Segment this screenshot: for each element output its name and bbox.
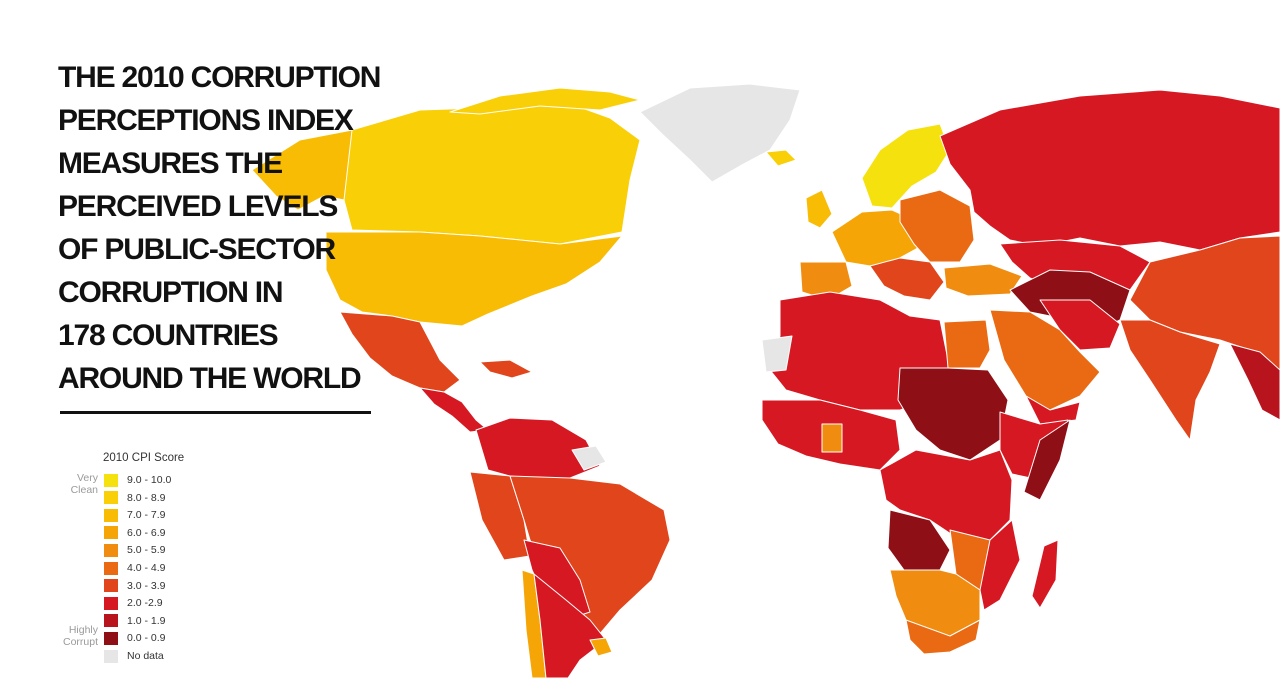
legend-row: 9.0 - 10.0	[104, 473, 171, 487]
legend-swatch	[104, 543, 118, 557]
legend-swatch	[104, 473, 118, 487]
legend-row: 3.0 - 3.9	[104, 579, 166, 593]
legend-bottom-label-line: Highly	[68, 624, 98, 636]
legend-row: 0.0 - 0.9	[104, 631, 166, 645]
map-legend: 2010 CPI Score Very Clean Highly Corrupt…	[56, 452, 256, 672]
headline-line: OF PUBLIC-SECTOR	[58, 233, 336, 266]
legend-row: 8.0 - 8.9	[104, 491, 166, 505]
legend-bottom-label: Highly Corrupt	[56, 624, 98, 648]
region-greenland	[639, 83, 801, 183]
region-ghana	[821, 423, 843, 453]
legend-swatch	[104, 561, 118, 575]
legend-bottom-label-line: Corrupt	[62, 636, 98, 648]
legend-range-label: 7.0 - 7.9	[127, 509, 166, 522]
region-iberia	[799, 261, 853, 301]
legend-range-label: 3.0 - 3.9	[127, 579, 166, 592]
region-guianas	[571, 445, 607, 471]
legend-range-label: 1.0 - 1.9	[127, 614, 166, 627]
legend-range-label: 2.0 -2.9	[127, 597, 163, 610]
headline-line: PERCEIVED LEVELS	[58, 190, 338, 223]
headline: THE 2010 CORRUPTION PERCEPTIONS INDEX ME…	[58, 56, 388, 400]
headline-divider	[60, 411, 371, 414]
legend-row: 1.0 - 1.9	[104, 614, 166, 628]
region-russia	[939, 89, 1280, 251]
region-madagascar	[1031, 539, 1059, 609]
legend-range-label: 0.0 - 0.9	[127, 632, 166, 645]
legend-range-label: 8.0 - 8.9	[127, 491, 166, 504]
region-somalia	[1023, 419, 1071, 501]
legend-top-label: Very Clean	[56, 472, 98, 496]
legend-title: 2010 CPI Score	[103, 452, 185, 464]
legend-row: 4.0 - 4.9	[104, 561, 166, 575]
headline-line: 178 COUNTRIES	[58, 319, 279, 352]
region-arabia	[989, 309, 1101, 411]
legend-range-label: 9.0 - 10.0	[127, 474, 172, 486]
region-sudan-chad	[897, 367, 1009, 461]
region-argentina	[533, 573, 607, 678]
region-turkey	[943, 263, 1023, 297]
legend-row: 7.0 - 7.9	[104, 508, 166, 522]
legend-row: No data	[104, 649, 164, 663]
region-central-america	[419, 387, 489, 433]
region-iceland	[765, 149, 797, 167]
legend-range-label: 4.0 - 4.9	[127, 562, 166, 574]
headline-line: MEASURES THE	[58, 147, 283, 180]
region-uruguay	[589, 637, 613, 657]
headline-line: PERCEPTIONS INDEX	[58, 104, 354, 137]
region-eastern-europe	[899, 189, 975, 263]
legend-range-label: 6.0 - 6.9	[127, 526, 166, 539]
region-myanmar	[1229, 343, 1280, 421]
region-central-africa	[879, 449, 1013, 541]
region-uk	[805, 189, 833, 229]
legend-swatch	[104, 631, 118, 645]
legend-swatch	[104, 579, 118, 593]
region-caribbean	[479, 359, 533, 379]
region-western-sahara	[761, 335, 793, 373]
legend-top-label-line: Very	[76, 472, 98, 484]
legend-swatch	[104, 596, 118, 610]
headline-line: CORRUPTION IN	[58, 276, 284, 309]
headline-line: AROUND THE WORLD	[58, 362, 362, 395]
legend-swatch	[104, 491, 118, 505]
headline-line: THE 2010 CORRUPTION	[58, 61, 381, 94]
legend-top-label-line: Clean	[70, 484, 98, 496]
legend-row: 6.0 - 6.9	[104, 526, 166, 540]
region-italy-balkans	[869, 257, 945, 301]
legend-row: 2.0 -2.9	[104, 596, 163, 610]
region-south-africa	[905, 619, 981, 655]
region-yemen	[1025, 395, 1081, 425]
region-scandinavia	[861, 123, 951, 209]
legend-swatch	[104, 526, 118, 540]
legend-row: 5.0 - 5.9	[104, 543, 166, 557]
legend-range-label: 5.0 - 5.9	[127, 544, 166, 557]
region-canada-islands	[449, 87, 641, 115]
legend-swatch	[104, 649, 118, 663]
region-egypt	[943, 319, 991, 369]
legend-swatch	[104, 508, 118, 522]
legend-swatch	[104, 614, 118, 628]
region-usa	[325, 231, 623, 327]
region-india	[1119, 319, 1221, 441]
region-canada	[343, 99, 641, 245]
legend-range-label: No data	[127, 650, 164, 662]
region-north-south-america	[475, 417, 601, 481]
